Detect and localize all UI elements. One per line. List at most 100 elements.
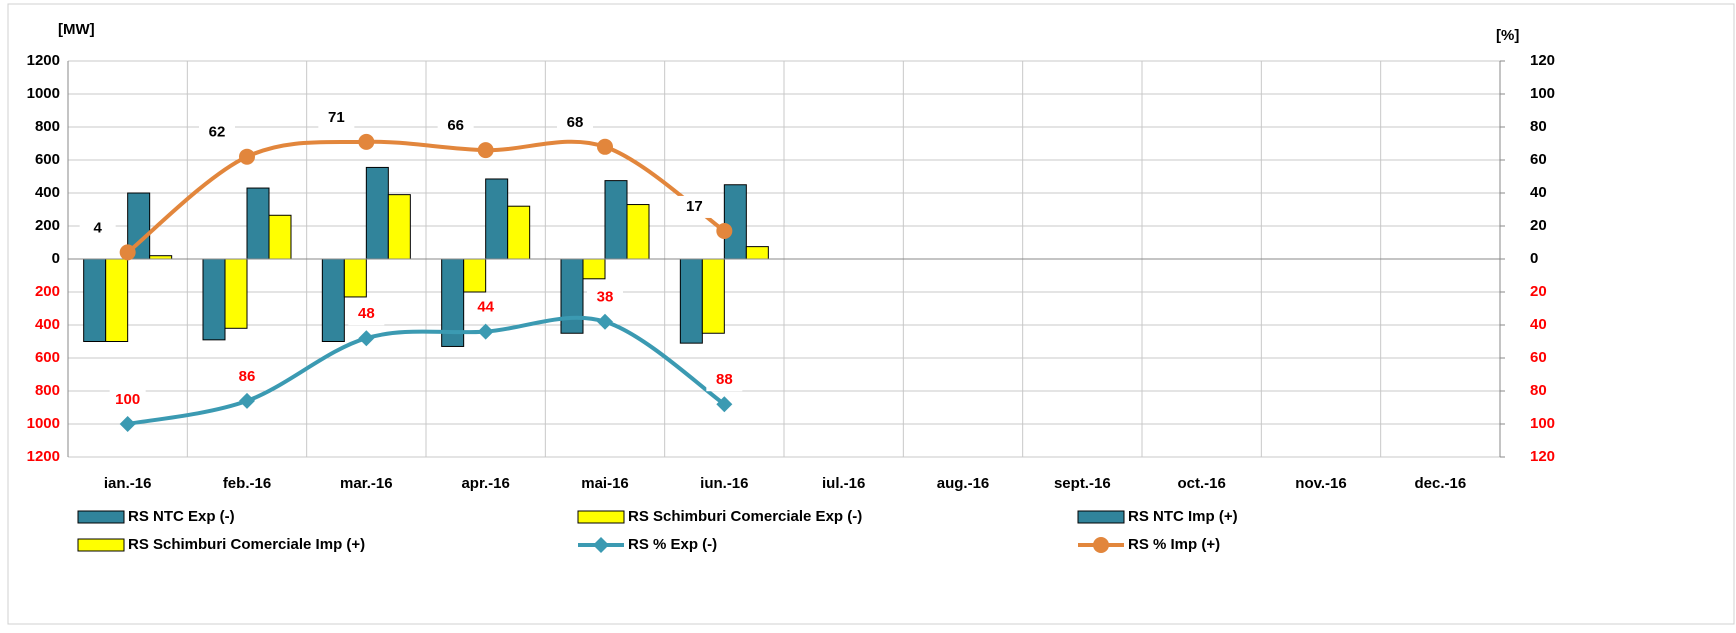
data-label-bg	[676, 195, 713, 218]
y-tick-label: 200	[35, 217, 60, 234]
x-tick-label: iul.-16	[822, 475, 865, 492]
bar	[268, 214, 292, 260]
x-tick-label: oct.-16	[1177, 475, 1225, 492]
data-label: 17	[686, 198, 703, 215]
y2-tick-label: 80	[1530, 118, 1547, 135]
legend-marker	[593, 537, 609, 553]
legend-label: RS % Exp (-)	[628, 536, 717, 553]
line-series	[127, 315, 726, 426]
y2-tick-label: 40	[1530, 316, 1547, 333]
bar	[679, 258, 703, 344]
y2-tick-label: 0	[1530, 250, 1538, 267]
y-tick-label: 1000	[27, 85, 60, 102]
bar	[582, 258, 606, 280]
data-label-bg	[587, 286, 623, 309]
bar	[485, 178, 509, 260]
bar	[343, 258, 367, 298]
x-tick-label: mai-16	[581, 475, 629, 492]
y-tick-label: 400	[35, 184, 60, 201]
y2-tick-label: 100	[1530, 85, 1555, 102]
data-label: 86	[239, 368, 256, 385]
legend-swatch	[77, 538, 125, 552]
y-tick-label: 600	[35, 349, 60, 366]
legend-swatch	[77, 510, 125, 524]
data-label: 48	[358, 305, 375, 322]
data-label: 66	[447, 117, 464, 134]
x-tick-label: ian.-16	[104, 475, 152, 492]
line-marker	[239, 148, 255, 165]
data-label-bg	[557, 111, 593, 134]
y-tick-label: 800	[35, 382, 60, 399]
y-tick-label: 800	[35, 118, 60, 135]
data-label: 62	[209, 124, 226, 141]
bar	[560, 258, 584, 334]
line-marker	[358, 330, 375, 347]
line-marker	[477, 323, 494, 340]
y2-tick-label: 60	[1530, 349, 1547, 366]
data-label: 100	[115, 391, 140, 408]
bar	[224, 258, 248, 329]
line-marker	[119, 416, 136, 432]
line-marker	[477, 142, 494, 159]
y2-axis-label: [%]	[1496, 27, 1519, 44]
x-tick-label: dec.-16	[1414, 475, 1466, 492]
bar	[701, 258, 725, 334]
bar	[83, 258, 107, 342]
bar	[626, 204, 650, 260]
line-marker	[716, 222, 733, 239]
legend-label: RS NTC Exp (-)	[128, 508, 235, 525]
line-marker	[716, 396, 733, 413]
legend-swatch	[1077, 510, 1125, 524]
legend-marker	[1093, 537, 1109, 553]
y-tick-label: 400	[35, 316, 60, 333]
y2-tick-label: 120	[1530, 52, 1555, 69]
bar	[723, 184, 747, 260]
y2-tick-label: 100	[1530, 415, 1555, 432]
data-label-bg	[199, 121, 235, 144]
data-label: 38	[597, 289, 614, 306]
legend-swatch	[577, 510, 625, 524]
bar	[745, 246, 769, 260]
x-tick-label: sept.-16	[1054, 475, 1111, 492]
bar	[246, 187, 270, 260]
bar	[387, 194, 411, 260]
legend-label: RS Schimburi Comerciale Exp (-)	[628, 508, 862, 525]
line-marker	[358, 133, 375, 150]
x-tick-label: iun.-16	[700, 475, 748, 492]
data-label-bg	[348, 303, 385, 326]
line-marker	[597, 313, 613, 330]
line-marker	[239, 392, 255, 409]
line-marker	[597, 138, 613, 155]
y-tick-label: 1200	[27, 448, 60, 465]
y-axis-label: [MW]	[58, 21, 95, 38]
y-tick-label: 600	[35, 151, 60, 168]
y2-tick-label: 80	[1530, 382, 1547, 399]
bar	[507, 205, 531, 260]
x-tick-label: feb.-16	[223, 475, 271, 492]
bar	[463, 258, 487, 293]
line-series	[126, 139, 726, 254]
y-tick-label: 1000	[27, 415, 60, 432]
data-label-bg	[706, 369, 743, 392]
y2-tick-label: 40	[1530, 184, 1547, 201]
y2-tick-label: 120	[1530, 448, 1555, 465]
line-marker	[119, 244, 136, 261]
legend-label: RS % Imp (+)	[1128, 536, 1220, 553]
data-label-bg	[318, 106, 355, 129]
data-label: 71	[328, 109, 345, 126]
y-tick-label: 1200	[27, 52, 60, 69]
chart-frame	[7, 3, 1735, 625]
x-tick-label: mar.-16	[340, 475, 393, 492]
bar	[202, 258, 226, 341]
data-label-bg	[229, 365, 265, 388]
x-tick-label: nov.-16	[1295, 475, 1346, 492]
data-label-bg	[109, 389, 146, 411]
data-label-bg	[467, 296, 504, 319]
data-label: 88	[716, 371, 733, 388]
y2-tick-label: 20	[1530, 217, 1547, 234]
bar	[365, 166, 389, 260]
y2-tick-label: 60	[1530, 151, 1547, 168]
y-tick-label: 200	[35, 283, 60, 300]
bar	[321, 258, 345, 342]
